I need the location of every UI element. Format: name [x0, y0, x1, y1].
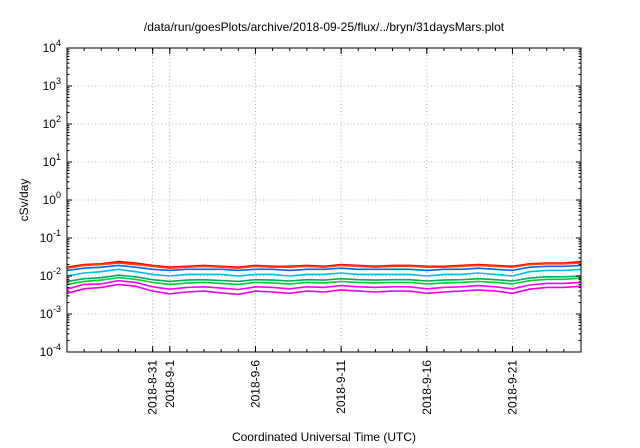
y-tick-label: 101: [43, 152, 61, 169]
y-tick-label: 10-1: [40, 228, 61, 245]
x-tick-label: 2018-9-16: [420, 360, 434, 415]
y-tick-label: 102: [43, 114, 61, 131]
x-tick-label: 2018-9-21: [505, 360, 519, 415]
x-axis: 2018-8-31 2018-9-1 2018-9-6 2018-9-11 2018-9…: [66, 48, 582, 415]
series-line-1: [66, 260, 582, 269]
y-tick-label: 100: [43, 190, 61, 207]
x-tick-label: 2018-9-11: [334, 360, 348, 414]
series-group: [66, 260, 582, 296]
grid: [67, 48, 581, 352]
y-axis-label: cSv/day: [17, 179, 31, 222]
series-line-2: [66, 262, 582, 270]
y-tick-label: 10-3: [40, 304, 61, 321]
y-tick-label: 104: [43, 38, 61, 55]
x-tick-label: 2018-9-6: [248, 360, 262, 408]
chart-title: /data/run/goesPlots/archive/2018-09-25/f…: [144, 20, 505, 34]
series-line-8: [66, 283, 582, 296]
series-line-5: [66, 274, 582, 283]
x-tick-label: 2018-9-1: [163, 360, 177, 408]
x-axis-label: Coordinated Universal Time (UTC): [232, 430, 416, 444]
y-tick-label: 10-2: [40, 266, 61, 283]
y-tick-label: 10-4: [40, 342, 61, 359]
y-tick-label: 103: [43, 76, 61, 93]
x-tick-label: 2018-8-31: [146, 360, 160, 415]
series-line-7: [66, 279, 582, 291]
y-axis: 10-4 10-3 10-2 10-1 100 101 102 103 104: [40, 38, 581, 359]
series-line-4: [66, 268, 582, 277]
series-line-3: [66, 264, 582, 272]
series-line-6: [66, 276, 582, 286]
